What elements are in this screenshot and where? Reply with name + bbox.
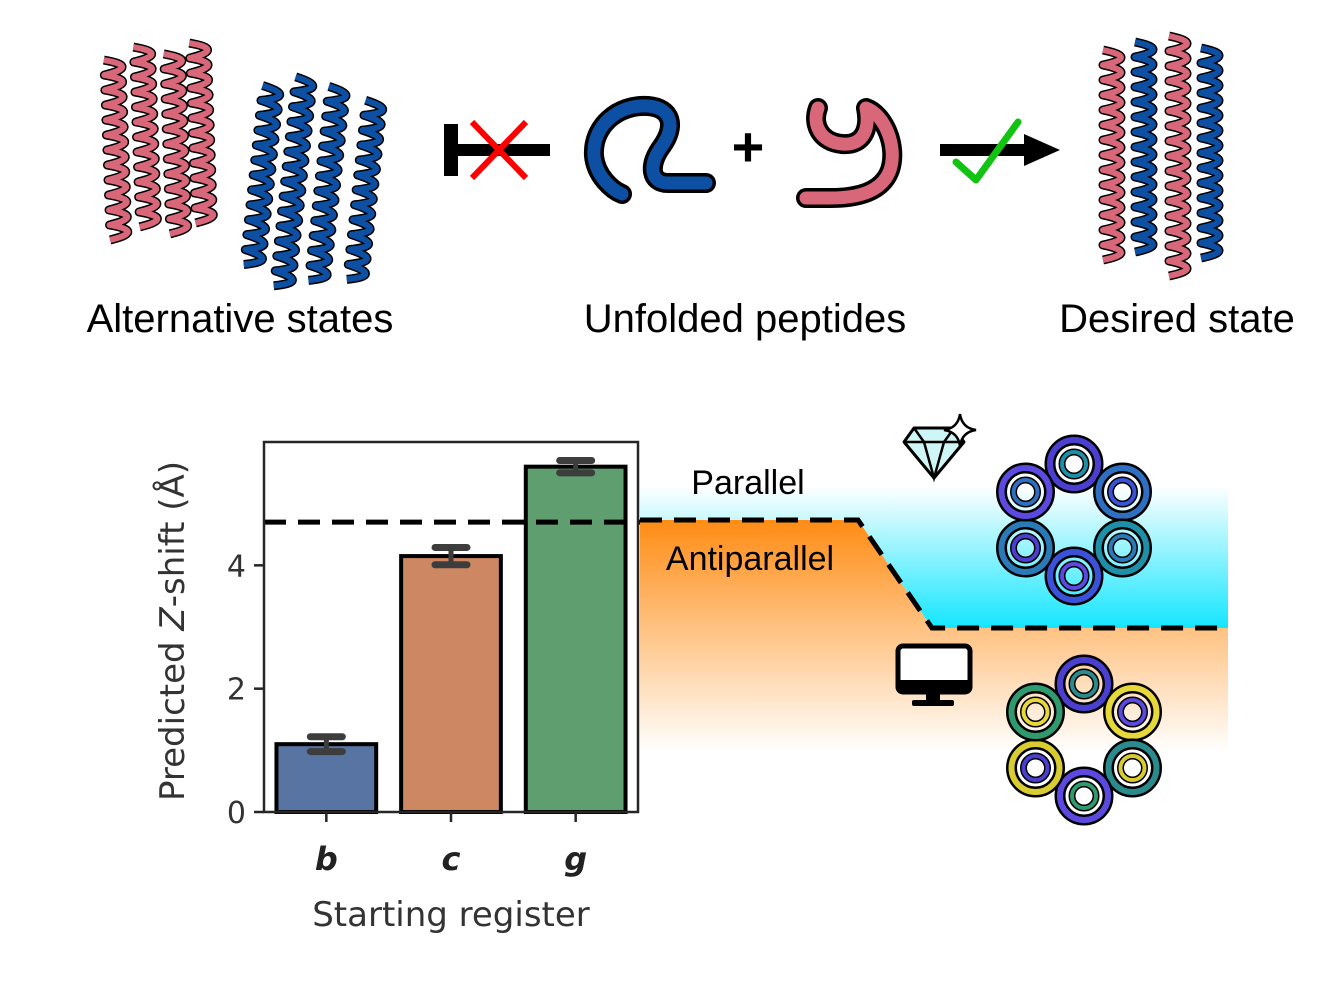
unfolded-peptide-pink — [796, 98, 903, 208]
x-tick-label-b: b — [315, 840, 338, 878]
helix-turn — [996, 462, 1056, 522]
helix-turn — [1006, 738, 1066, 798]
helix — [343, 96, 388, 284]
y-axis-label-variable: Z — [153, 607, 193, 632]
helix-turn — [1102, 682, 1162, 742]
bar-g — [523, 464, 628, 814]
helix-bundle-pink — [99, 38, 218, 245]
helix — [1196, 43, 1224, 263]
helix-turn — [1092, 462, 1152, 522]
helix-turn — [1054, 766, 1114, 826]
unfolded-peptides-label: Unfolded peptides — [584, 297, 906, 341]
bar-chart: 0 2 4 b c g Starting register Predicted Z-sh… — [152, 440, 640, 935]
y-axis-label: Predicted Z-shift (Å) — [152, 461, 193, 801]
helix — [1164, 31, 1192, 281]
helix-turn — [1044, 546, 1104, 606]
x-tick-label-c: c — [442, 840, 461, 878]
helix-turn — [996, 518, 1056, 578]
helix — [129, 42, 162, 232]
helix-turn — [1006, 682, 1066, 742]
plus-sign: + — [732, 115, 765, 178]
helix-turn — [1102, 738, 1162, 798]
helical-wheel-antiparallel — [1006, 654, 1162, 826]
bar-c — [399, 554, 503, 814]
helix-bundle-blue — [240, 72, 388, 291]
helix-turn — [1054, 654, 1114, 714]
check-icon — [952, 118, 1022, 184]
y-tick-label: 0 — [227, 796, 246, 831]
helix — [1098, 45, 1126, 265]
helix-turn — [1092, 518, 1152, 578]
y-tick-label: 2 — [227, 673, 246, 708]
y-axis-label-suffix: -shift (Å) — [152, 461, 193, 607]
parallel-region — [640, 486, 1228, 628]
unfolded-peptide-blue — [583, 95, 716, 204]
error-bar-c — [431, 543, 471, 569]
helix — [185, 38, 218, 228]
helical-wheel-parallel — [996, 434, 1152, 606]
cross-icon — [469, 119, 529, 181]
helix — [305, 82, 351, 285]
error-bar-g — [556, 457, 596, 477]
helix — [240, 81, 285, 269]
antiparallel-label: Antiparallel — [666, 540, 834, 578]
computer-monitor-icon — [895, 643, 973, 706]
helix — [270, 72, 318, 291]
x-axis-label: Starting register — [312, 895, 590, 935]
helix — [1130, 37, 1158, 257]
bar-group — [274, 457, 628, 815]
desired-state-label: Desired state — [1059, 297, 1295, 341]
transition-line — [640, 517, 1228, 631]
allowed-arrow — [940, 118, 1060, 184]
y-axis-ticks: 0 2 4 — [227, 549, 264, 831]
x-tick-label-g: g — [564, 840, 587, 878]
helix-bundle-desired — [1098, 31, 1224, 281]
helix — [159, 49, 193, 239]
diamond-sparkle-icon — [902, 413, 977, 483]
error-bar-b — [306, 733, 346, 756]
blocked-arrow — [444, 119, 550, 181]
alternative-states-label: Alternative states — [87, 297, 394, 341]
parallel-label: Parallel — [691, 464, 804, 502]
y-axis-label-prefix: Predicted — [153, 631, 193, 801]
helix — [99, 55, 133, 245]
helix-turn — [1044, 434, 1104, 494]
y-tick-label: 4 — [227, 549, 246, 584]
